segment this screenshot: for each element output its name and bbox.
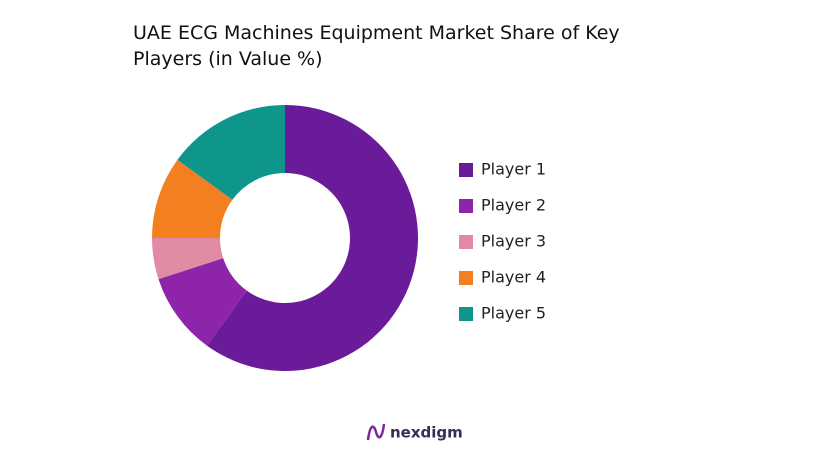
logo-icon [366, 423, 386, 441]
legend-swatch [459, 271, 473, 285]
pie-slice [152, 159, 233, 238]
legend-swatch [459, 235, 473, 249]
brand-name: nexdigm [390, 424, 463, 442]
legend-label: Player 5 [481, 304, 546, 323]
brand-logo: nexdigm [366, 423, 463, 442]
pie-slice [158, 258, 247, 346]
pie-slice [206, 105, 418, 371]
legend-label: Player 1 [481, 160, 546, 179]
legend-label: Player 2 [481, 196, 546, 215]
legend-label: Player 4 [481, 268, 546, 287]
pie-slice [152, 238, 224, 280]
legend-swatch [459, 199, 473, 213]
legend-swatch [459, 163, 473, 177]
pie-slice [177, 105, 285, 200]
legend-label: Player 3 [481, 232, 546, 251]
legend-swatch [459, 307, 473, 321]
chart-title: UAE ECG Machines Equipment Market Share … [133, 22, 620, 70]
